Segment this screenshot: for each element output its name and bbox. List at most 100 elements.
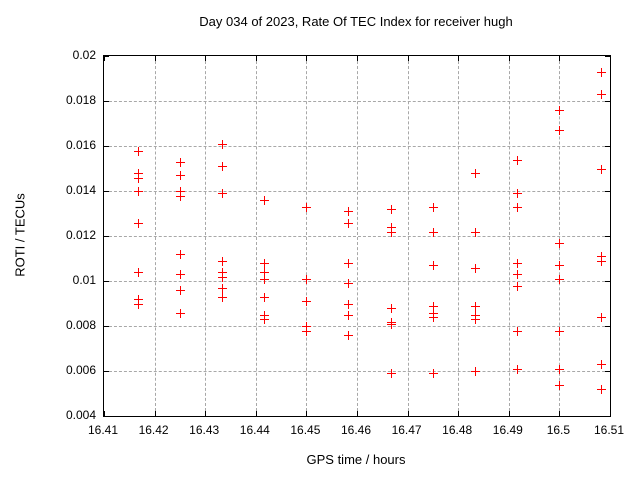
data-point-marker — [597, 67, 607, 77]
y-tick-mark — [104, 236, 109, 237]
data-point-marker — [217, 139, 227, 149]
plus-icon — [559, 364, 561, 374]
x-tick-mark — [205, 411, 207, 416]
plus-icon — [390, 227, 392, 237]
plus-icon — [559, 126, 561, 136]
y-gridline — [104, 146, 610, 147]
plus-icon — [306, 297, 308, 307]
y-tick-label: 0.014 — [65, 183, 96, 197]
data-point-marker — [175, 308, 185, 318]
data-point-marker — [133, 173, 143, 183]
x-axis-label: GPS time / hours — [306, 452, 406, 467]
plus-icon — [179, 250, 181, 259]
x-tick-mark — [154, 56, 156, 61]
y-tick-mark — [104, 101, 109, 102]
x-tick-label: 16.45 — [290, 423, 321, 437]
plus-icon — [601, 360, 603, 370]
y-tick-label: 0.02 — [72, 48, 96, 62]
x-tick-mark — [205, 56, 207, 61]
x-tick-label: 16.46 — [340, 423, 372, 437]
plus-icon — [559, 326, 561, 336]
y-tick-mark — [605, 371, 610, 372]
y-tick-mark — [605, 281, 610, 282]
plus-icon — [221, 162, 223, 172]
plus-icon — [432, 202, 434, 212]
data-point-marker — [470, 263, 480, 273]
plus-icon — [390, 319, 392, 329]
plus-icon — [264, 274, 266, 284]
data-point-marker — [386, 205, 396, 214]
plus-icon — [390, 205, 392, 214]
data-point-marker — [513, 281, 523, 291]
plus-icon — [137, 218, 139, 228]
plus-icon — [517, 189, 519, 199]
plus-icon — [348, 279, 350, 289]
y-gridline — [104, 191, 610, 192]
data-point-marker — [555, 106, 565, 115]
data-point-marker — [470, 227, 480, 237]
y-tick-label: 0.008 — [65, 318, 96, 332]
plus-icon — [390, 369, 392, 379]
plus-icon — [517, 364, 519, 374]
data-point-marker — [597, 385, 607, 394]
x-tick-label: 16.42 — [138, 423, 169, 437]
y-tick-label: 0.006 — [65, 363, 96, 377]
plus-icon — [517, 259, 519, 268]
plot-area — [103, 55, 611, 417]
data-point-marker — [133, 146, 143, 156]
x-tick-mark — [407, 411, 409, 416]
data-point-marker — [260, 274, 270, 284]
data-point-marker — [428, 261, 438, 271]
data-point-marker — [302, 297, 312, 307]
data-point-marker — [386, 304, 396, 313]
plus-icon — [179, 191, 181, 201]
data-point-marker — [344, 331, 354, 340]
y-tick-mark — [104, 281, 109, 282]
plus-icon — [432, 261, 434, 271]
plus-icon — [474, 169, 476, 178]
y-gridline — [104, 101, 610, 102]
y-tick-mark — [104, 56, 109, 57]
data-point-marker — [175, 191, 185, 201]
plus-icon — [221, 272, 223, 282]
plus-icon — [432, 313, 434, 322]
y-gridline — [104, 326, 610, 327]
plus-icon — [474, 263, 476, 273]
data-point-marker — [555, 261, 565, 271]
data-point-marker — [133, 268, 143, 277]
data-point-marker — [175, 171, 185, 181]
data-point-marker — [513, 364, 523, 374]
plus-icon — [179, 171, 181, 181]
y-gridline — [104, 371, 610, 372]
data-point-marker — [175, 286, 185, 295]
data-point-marker — [175, 270, 185, 280]
plus-icon — [137, 187, 139, 196]
data-point-marker — [513, 270, 523, 280]
data-point-marker — [217, 162, 227, 172]
plus-icon — [474, 227, 476, 237]
plus-icon — [179, 270, 181, 280]
plus-icon — [517, 326, 519, 336]
x-tick-label: 16.44 — [239, 423, 270, 437]
data-point-marker — [597, 256, 607, 266]
data-point-marker — [217, 283, 227, 293]
y-tick-label: 0.01 — [72, 273, 96, 287]
data-point-marker — [428, 369, 438, 379]
plus-icon — [348, 331, 350, 340]
plus-icon — [179, 157, 181, 167]
plus-icon — [601, 385, 603, 394]
plus-icon — [221, 189, 223, 199]
plus-icon — [601, 164, 603, 174]
x-tick-mark — [357, 411, 358, 416]
plus-icon — [348, 299, 350, 309]
data-point-marker — [344, 207, 354, 217]
data-point-marker — [386, 319, 396, 329]
data-point-marker — [513, 326, 523, 336]
data-point-marker — [597, 164, 607, 174]
data-point-marker — [133, 218, 143, 228]
data-point-marker — [470, 315, 480, 325]
data-point-marker — [470, 169, 480, 178]
x-tick-mark — [306, 56, 308, 61]
data-point-marker — [175, 250, 185, 259]
y-tick-mark — [605, 191, 610, 192]
